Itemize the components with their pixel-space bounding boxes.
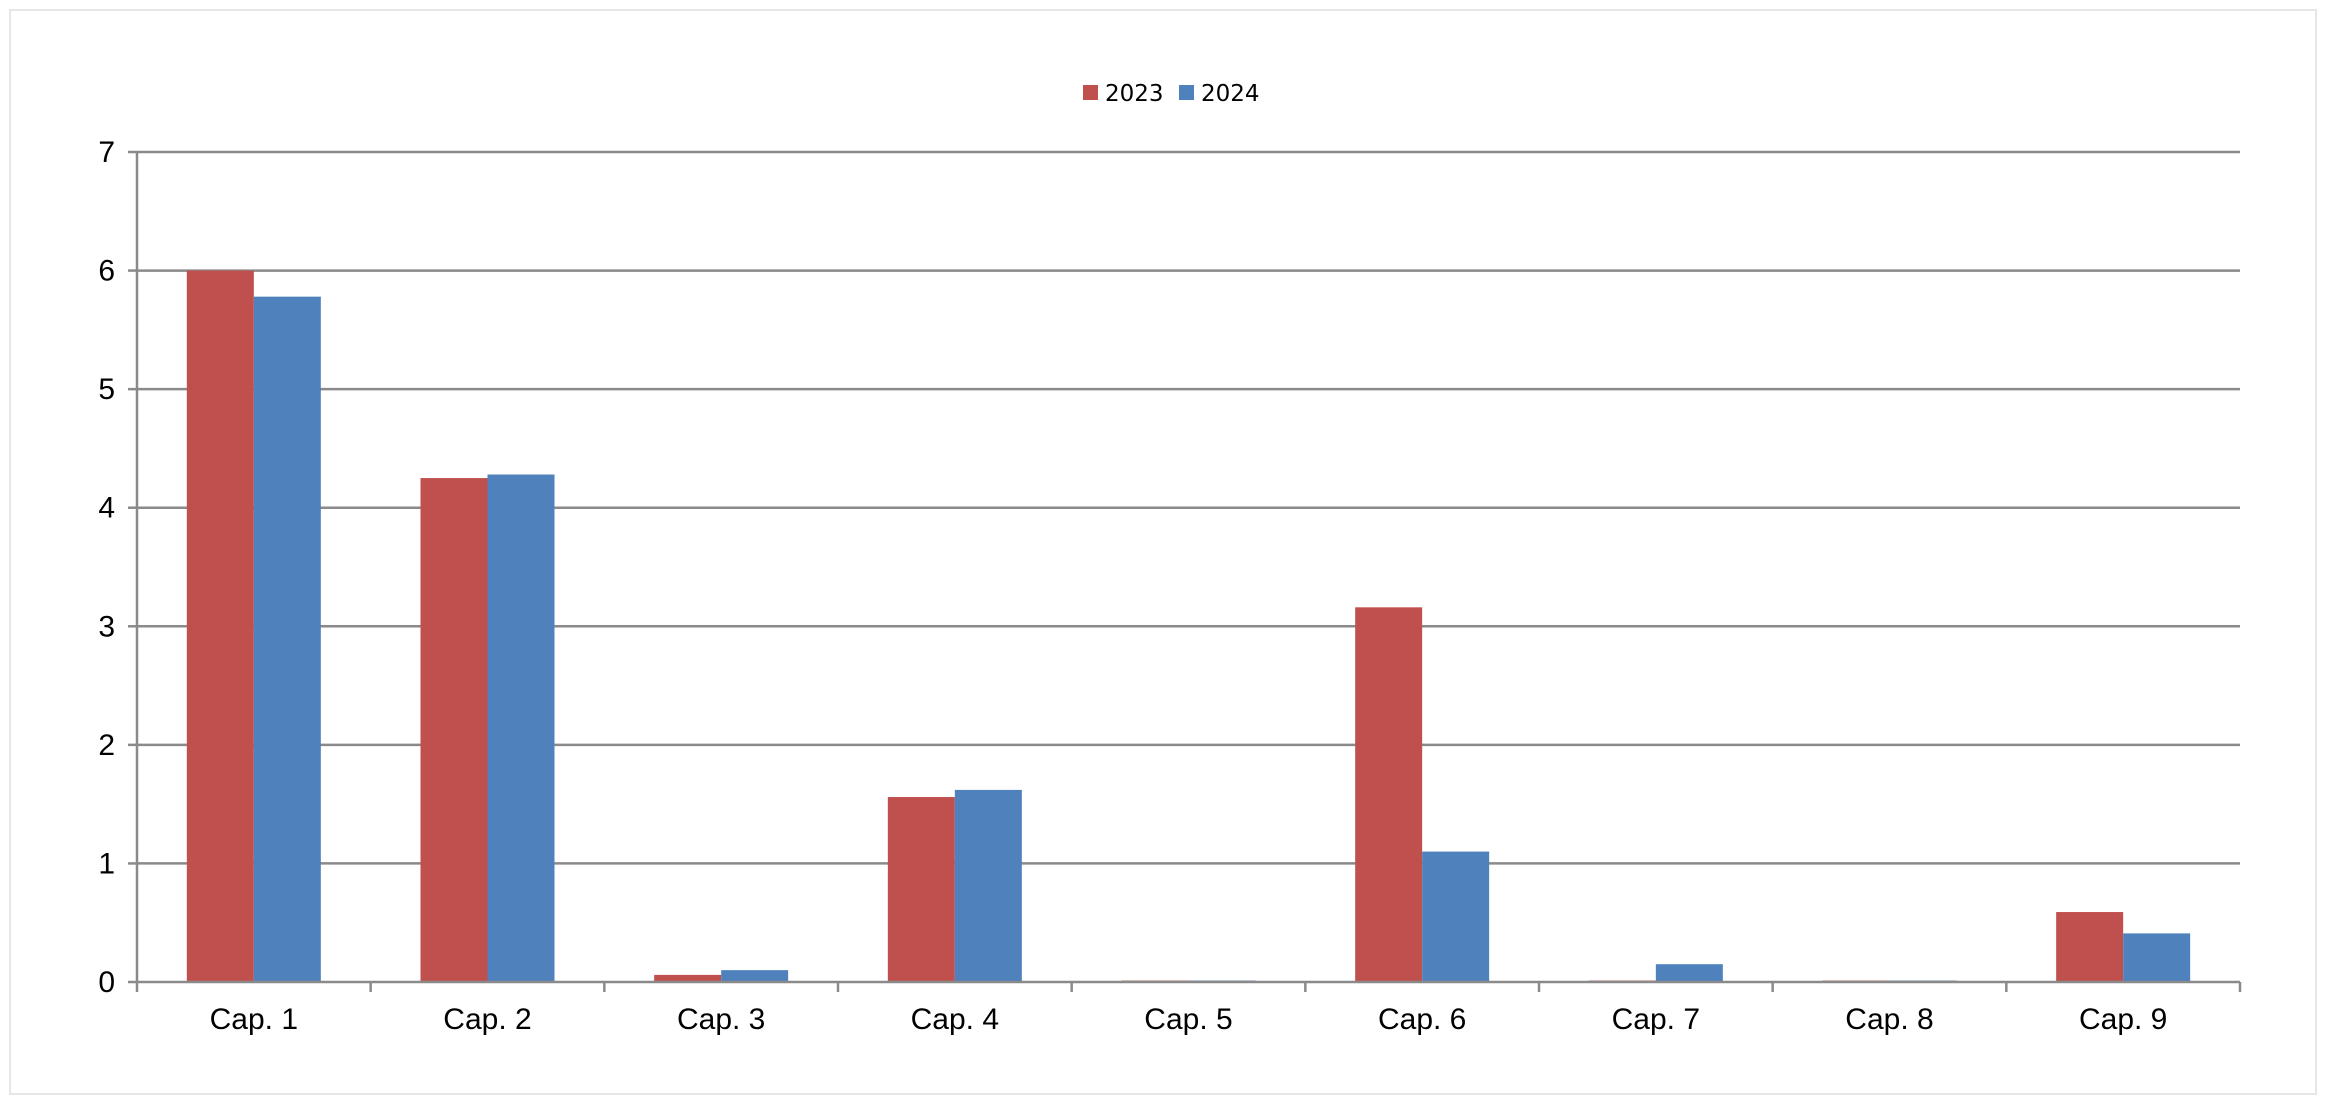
- legend: 2023 2024: [1083, 81, 1260, 107]
- bar-2023-6: [1355, 607, 1423, 982]
- y-tick-label: 3: [98, 610, 115, 643]
- y-tick-label: 4: [98, 492, 115, 525]
- bar-2024-2: [487, 474, 555, 982]
- x-tick-label: Cap. 2: [443, 1003, 531, 1036]
- bar-2023-2: [420, 478, 488, 982]
- bar-2023-1: [186, 270, 254, 983]
- y-tick-label: 0: [98, 966, 115, 999]
- bar-2023-3: [654, 974, 722, 982]
- legend-label-2023: 2023: [1105, 81, 1164, 107]
- bar-2024-3: [721, 970, 789, 982]
- x-tick-label: Cap. 6: [1378, 1003, 1466, 1036]
- chart-frame: [9, 9, 2317, 1095]
- bar-2023-9: [2056, 912, 2124, 982]
- bar-2023-4: [887, 797, 955, 982]
- y-tick-label: 7: [98, 136, 115, 169]
- bar-2024-4: [954, 789, 1022, 982]
- legend-label-2024: 2024: [1201, 81, 1260, 107]
- y-tick-label: 5: [98, 373, 115, 406]
- x-tick-label: Cap. 9: [2079, 1003, 2167, 1036]
- x-tick-label: Cap. 5: [1144, 1003, 1232, 1036]
- bars: [186, 270, 2191, 983]
- x-tick-label: Cap. 1: [210, 1003, 298, 1036]
- x-tick-label: Cap. 3: [677, 1003, 765, 1036]
- axes: [128, 150, 2242, 992]
- y-tick-label: 6: [98, 255, 115, 288]
- bar-2024-7: [1655, 964, 1723, 982]
- bar-2024-1: [253, 296, 321, 983]
- y-tick-label: 2: [98, 729, 115, 762]
- x-tick-label: Cap. 8: [1845, 1003, 1933, 1036]
- x-tick-label: Cap. 4: [911, 1003, 999, 1036]
- y-tick-label: 1: [98, 847, 115, 880]
- legend-swatch-2024: [1179, 85, 1194, 100]
- bar-2024-6: [1422, 851, 1490, 982]
- bar-2024-9: [2123, 933, 2191, 982]
- x-tick-label: Cap. 7: [1612, 1003, 1700, 1036]
- x-tick-labels: Cap. 1 Cap. 2 Cap. 3 Cap. 4 Cap. 5 Cap. 6 Cap.…: [210, 1003, 2168, 1036]
- legend-swatch-2023: [1083, 85, 1098, 100]
- y-tick-labels: 0 1 2 3 4 5 6 7: [98, 136, 115, 999]
